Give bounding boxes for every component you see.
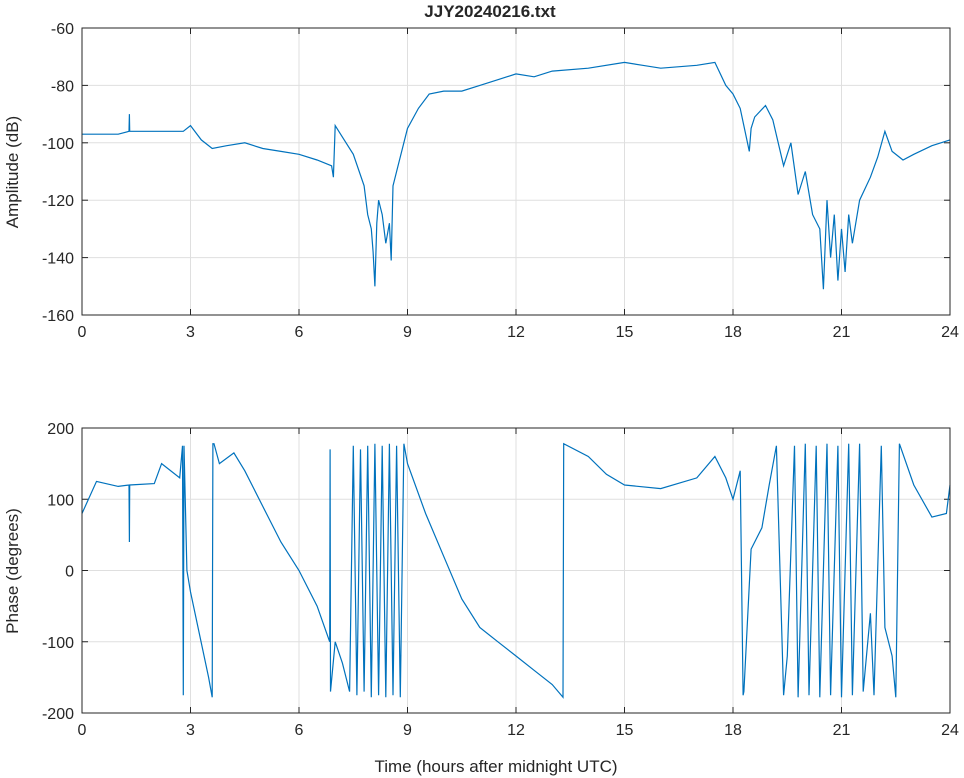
y-axis-label-phase: Phase (degrees)	[3, 508, 22, 634]
amplitude-series-line	[82, 61, 951, 290]
axes-box	[81, 427, 951, 714]
x-tick-label: 18	[724, 722, 742, 739]
x-tick-label: 3	[186, 722, 195, 739]
x-tick-label: 18	[724, 324, 742, 341]
x-tick-label: 15	[616, 722, 634, 739]
y-tick-label: -200	[42, 706, 74, 723]
x-tick-label: 0	[78, 722, 87, 739]
y-axis-label-amplitude: Amplitude (dB)	[3, 116, 22, 228]
plot-phase: 0 3 6 9 12 15 18 21 24 -200 -100 0 100 200	[42, 421, 959, 739]
x-tick-label: 24	[941, 722, 959, 739]
x-tick-label: 6	[295, 722, 304, 739]
x-tick-label: 9	[403, 722, 412, 739]
x-tick-label: 0	[78, 324, 87, 341]
y-tick-label: -100	[42, 136, 74, 153]
axes-box	[81, 27, 951, 316]
y-tick-label: 100	[47, 492, 74, 509]
y-tick-label: -120	[42, 193, 74, 210]
x-tick-label: 12	[507, 324, 525, 341]
y-tick-label: -100	[42, 635, 74, 652]
x-tick-label: 3	[186, 324, 195, 341]
x-tick-label: 21	[833, 722, 851, 739]
x-tick-label: 12	[507, 722, 525, 739]
x-tick-label: 9	[403, 324, 412, 341]
x-tick-label: 15	[616, 324, 634, 341]
phase-series-line	[81, 442, 951, 699]
y-tick-label: -80	[51, 78, 74, 95]
chart-title: JJY20240216.txt	[424, 2, 556, 21]
y-tick-label: 200	[47, 421, 74, 438]
x-tick-label: 21	[833, 324, 851, 341]
y-tick-label: -60	[51, 21, 74, 38]
x-tick-label: 6	[295, 324, 304, 341]
y-tick-label: 0	[65, 564, 74, 581]
plot-amplitude: 0 3 6 9 12 15 18 21 24 -160 -140 -120 -100 -80 -60	[42, 21, 959, 341]
x-tick-label: 24	[941, 324, 959, 341]
y-tick-label: -140	[42, 251, 74, 268]
x-axis-label: Time (hours after midnight UTC)	[374, 757, 617, 776]
y-tick-label: -160	[42, 308, 74, 325]
